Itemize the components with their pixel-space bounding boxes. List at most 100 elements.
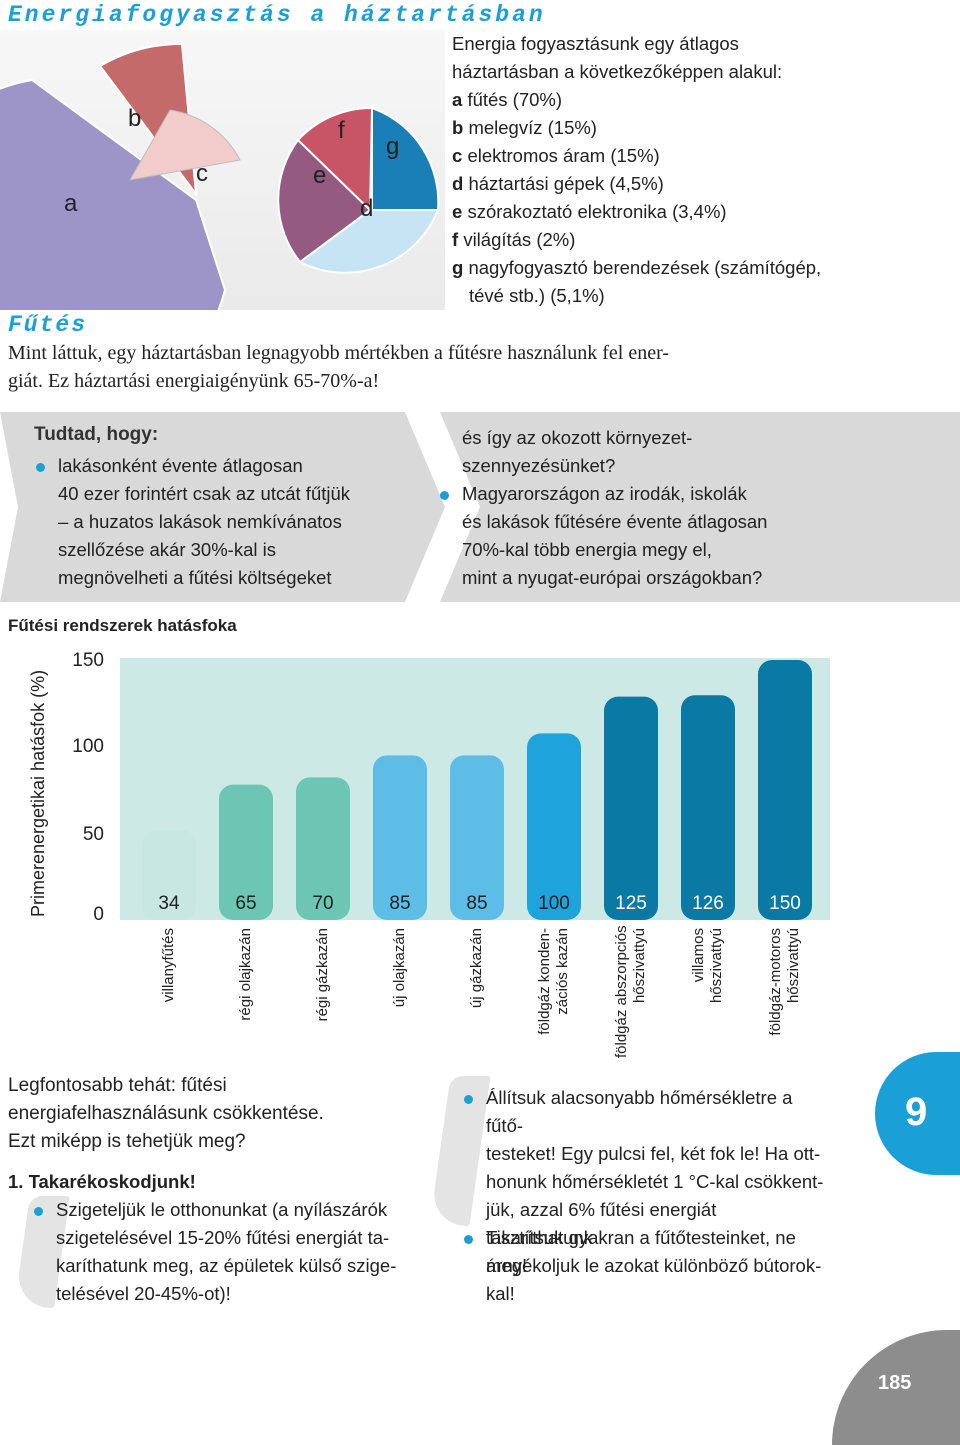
- bar-value-label: 126: [692, 893, 724, 914]
- x-axis-label-line: zációs kazán: [554, 928, 571, 1015]
- bar: [681, 695, 735, 920]
- pie-label-a: a: [64, 190, 78, 217]
- x-axis-label-line: új gázkazán: [468, 928, 485, 1009]
- pie-diagram: [0, 42, 440, 310]
- x-axis-label-line: földgáz abszorpciós: [613, 925, 630, 1058]
- bar-value-label: 70: [312, 893, 333, 914]
- pie-label-c: c: [196, 160, 208, 187]
- y-tick-100: 100: [72, 736, 104, 757]
- intro-line-1: Mint láttuk, egy háztartásban legnagyobb…: [8, 342, 670, 364]
- x-axis-label-line: régi olajkazán: [237, 928, 254, 1021]
- bullet-icon: [464, 1235, 473, 1244]
- bullet-icon: [36, 463, 45, 472]
- legend-item: d háztartási gépek (4,5%): [452, 170, 957, 198]
- step-heading: 1. Takarékoskodjunk!: [8, 1171, 196, 1192]
- bar: [142, 830, 196, 920]
- bullet-line: jük, azzal 6% fűtési energiát takaríthat…: [486, 1199, 717, 1248]
- x-axis-label: földgáz-motoros hőszivattyú: [767, 928, 803, 1058]
- tip-left-line: 40 ezer forintért csak az utcát fűtjük: [58, 483, 351, 504]
- bar: [758, 660, 812, 920]
- x-axis-label: régi olajkazán: [237, 928, 255, 1058]
- legend-key: e: [452, 201, 463, 222]
- x-axis-label: villanyfűtés: [160, 928, 178, 1058]
- legend-key: f: [452, 229, 459, 250]
- lead-line: Legfontosabb tehát: fűtési: [8, 1075, 227, 1096]
- chapter-number: 9: [905, 1090, 928, 1134]
- bar-value-label: 34: [158, 893, 180, 914]
- bar: [450, 755, 504, 920]
- bullet-line: karíthatunk meg, az épületek külső szige…: [56, 1255, 397, 1276]
- legend-key: g: [452, 257, 464, 278]
- tip-right-line: 70%-kal több energia megy el,: [462, 539, 712, 560]
- tip-right: és így az okozott környezet- szennyezésü…: [440, 424, 952, 592]
- bullet-line: telésével 20-45%-ot)!: [56, 1283, 231, 1304]
- pie-legend: Energia fogyasztásunk egy átlagos háztar…: [452, 30, 957, 310]
- legend-text: háztartási gépek (4,5%): [468, 173, 664, 194]
- bullet-line: testeket! Egy pulcsi fel, két fok le! Ha…: [486, 1143, 821, 1164]
- intro-line-2: giát. Ez háztartási energiaigényünk 65-7…: [8, 370, 380, 392]
- bullet-icon: [464, 1095, 473, 1104]
- x-axis-label-line: földgáz-motoros: [767, 928, 784, 1036]
- pie-label-g: g: [386, 133, 400, 160]
- left-bullet-text: Szigeteljük le otthonunkat (a nyílászáró…: [34, 1196, 401, 1308]
- x-axis-label-line: villamos: [690, 928, 707, 983]
- bar-value-label: 85: [466, 893, 487, 914]
- legend-key: b: [452, 117, 464, 138]
- pie-label-d: d: [360, 195, 374, 222]
- lead-line: energiafelhasználásunk csökkentése.: [8, 1103, 324, 1124]
- legend-key: d: [452, 173, 464, 194]
- x-axis-label-line: villanyfűtés: [160, 928, 177, 1003]
- pie-label-e: e: [313, 162, 327, 189]
- x-axis-label-line: új olajkazán: [391, 928, 408, 1008]
- bullet-icon: [440, 491, 449, 500]
- pie-slice-c: [129, 109, 241, 181]
- section-intro: Mint láttuk, egy háztartásban legnagyobb…: [8, 339, 948, 395]
- y-tick-0: 0: [93, 904, 104, 925]
- pie-label-f: f: [338, 117, 345, 144]
- tip-right-line: és lakások fűtésére évente átlagosan: [462, 511, 768, 532]
- bullet-line: honunk hőmérsékletét 1 °C-kal csökkent-: [486, 1171, 824, 1192]
- x-axis-label: villamos hőszivattyú: [690, 928, 726, 1058]
- y-tick-50: 50: [82, 824, 104, 845]
- bar: [527, 733, 581, 920]
- tip-right-line: Magyarországon az irodák, iskolák: [462, 483, 747, 504]
- x-axis-label: régi gázkazán: [314, 928, 332, 1058]
- legend-item: e szórakoztató elektronika (3,4%): [452, 198, 957, 226]
- x-axis-label: földgáz konden-zációs kazán: [536, 928, 572, 1058]
- bar-value-label: 65: [235, 893, 256, 914]
- y-tick-150: 150: [72, 650, 104, 671]
- bar-value-label: 125: [615, 893, 647, 914]
- legend-intro-1: Energia fogyasztásunk egy átlagos: [452, 33, 739, 54]
- bullet-line: Tisztítsuk gyakran a fűtőtesteinket, ne: [486, 1227, 796, 1248]
- bullet-line: kal!: [486, 1283, 515, 1304]
- page-number: 185: [878, 1372, 912, 1394]
- bullet-line: szigetelésével 15-20% fűtési energiát ta…: [56, 1227, 390, 1248]
- legend-item: f világítás (2%): [452, 226, 957, 254]
- bar: [296, 777, 350, 920]
- section-heading: Fűtés: [8, 312, 88, 338]
- legend-item-cont: tévé stb.) (5,1%): [469, 285, 605, 306]
- legend-text: világítás (2%): [463, 229, 576, 250]
- legend-text: szórakoztató elektronika (3,4%): [467, 201, 727, 222]
- bar: [373, 755, 427, 920]
- lead-line: Ezt miképp is tehetjük meg?: [8, 1131, 246, 1152]
- bar: [604, 696, 658, 920]
- legend-key: c: [452, 145, 463, 166]
- x-axis-label: új gázkazán: [468, 928, 486, 1058]
- bullet-line: árnyékoljuk le azokat különböző bútorok-: [486, 1255, 822, 1276]
- legend-item: b melegvíz (15%): [452, 114, 957, 142]
- tip-right-line: szennyezésünket?: [462, 455, 616, 476]
- legend-item: c elektromos áram (15%): [452, 142, 957, 170]
- x-axis-label-line: hőszivattyú: [708, 928, 725, 1004]
- bullet-icon: [34, 1207, 43, 1216]
- tip-left-line: – a huzatos lakások nemkívánatos: [58, 511, 342, 532]
- bullet-line: meg!: [486, 1255, 528, 1276]
- x-axis-label: földgáz abszorpciós hőszivattyú: [613, 925, 649, 1058]
- legend-intro-2: háztartásban a következőképpen alakul:: [452, 61, 783, 82]
- tip-left-line: szellőzése akár 30%-kal is: [58, 539, 276, 560]
- bar-value-label: 100: [538, 893, 570, 914]
- pie-slice-a: [0, 78, 227, 310]
- bar-value-label: 85: [389, 893, 410, 914]
- bullet-line: Szigeteljük le otthonunkat (a nyílászáró…: [56, 1199, 388, 1220]
- decorative-stroke: [429, 1076, 491, 1226]
